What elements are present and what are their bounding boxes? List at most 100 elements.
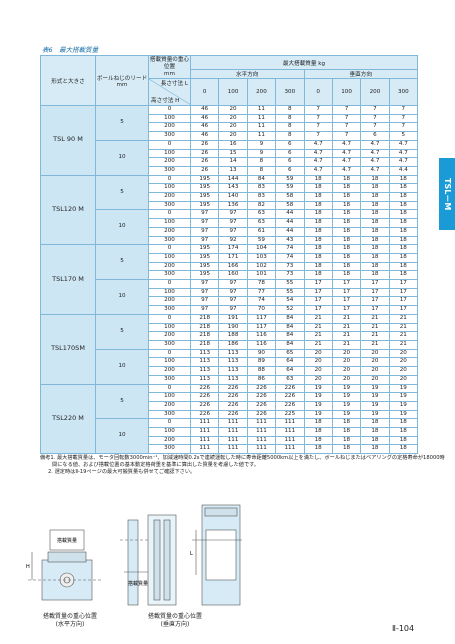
height: 0 xyxy=(148,174,191,185)
caption-title: 搭載質量の重心位置 xyxy=(147,613,202,620)
max-load: 166 xyxy=(218,261,248,272)
max-load: 20 xyxy=(218,131,248,141)
max-load: 74 xyxy=(275,252,305,263)
max-load: 18 xyxy=(360,444,390,455)
max-load: 226 xyxy=(218,409,248,420)
max-load: 195 xyxy=(189,200,220,211)
diagonal-line xyxy=(149,79,190,105)
max-load: 55 xyxy=(275,279,305,289)
caption-sub: (垂直方向) xyxy=(160,621,190,628)
height: 300 xyxy=(148,305,191,315)
max-load: 97 xyxy=(189,296,220,307)
lead: 10 xyxy=(95,279,149,315)
max-load: 113 xyxy=(189,348,220,359)
max-load: 111 xyxy=(218,427,248,437)
max-load: 102 xyxy=(246,261,277,272)
max-load: 4.7 xyxy=(360,165,390,176)
load-table: 形式と大きさ ボールねじのリード mm 搭載質量の重心位置 mm 最大搭載質量 k… xyxy=(40,55,419,455)
max-load: 83 xyxy=(246,192,277,202)
max-load: 226 xyxy=(246,400,277,411)
max-load: 18 xyxy=(331,261,362,272)
max-load: 17 xyxy=(360,287,390,298)
max-load: 226 xyxy=(275,400,305,411)
max-load: 18 xyxy=(388,192,419,202)
max-load: 111 xyxy=(189,444,220,455)
note: 備考1. 最大搭載質量は、モータ回転数3000min⁻¹、加減速時間0.2sで連… xyxy=(40,455,445,461)
max-load: 191 xyxy=(218,313,248,324)
max-load: 18 xyxy=(331,226,362,237)
diagonal-cell: 長さ寸法 L 高さ寸法 H xyxy=(148,78,191,106)
max-load: 43 xyxy=(275,235,305,246)
max-load: 4.7 xyxy=(388,139,419,150)
fig-l-label: L xyxy=(190,551,193,557)
height: 0 xyxy=(148,139,191,150)
max-load: 77 xyxy=(246,287,277,298)
lead: 5 xyxy=(95,105,149,141)
max-load: 19 xyxy=(303,392,333,402)
max-load: 17 xyxy=(331,279,362,289)
height: 300 xyxy=(148,270,191,281)
max-load: 26 xyxy=(189,157,220,167)
max-load: 21 xyxy=(388,313,419,324)
max-load: 20 xyxy=(388,348,419,359)
height: 0 xyxy=(148,383,191,394)
max-load: 44 xyxy=(275,218,305,228)
table-row: TSL170 M 5 0 195 174 104 74 18 18 18 18 xyxy=(40,244,419,315)
max-load: 17 xyxy=(331,296,362,307)
max-load: 83 xyxy=(246,183,277,194)
max-load: 18 xyxy=(331,209,362,220)
max-load: 84 xyxy=(246,174,277,185)
max-load: 7 xyxy=(360,113,390,124)
max-load: 117 xyxy=(246,322,277,333)
l-value: 0 xyxy=(303,78,333,106)
l-value: 100 xyxy=(218,78,248,106)
max-load: 18 xyxy=(331,270,362,281)
height: 0 xyxy=(148,418,191,428)
max-load: 18 xyxy=(360,270,390,281)
max-load: 190 xyxy=(218,322,248,333)
max-load: 17 xyxy=(331,305,362,315)
max-load: 19 xyxy=(388,400,419,411)
height: 200 xyxy=(148,435,191,446)
max-load: 111 xyxy=(189,427,220,437)
max-load: 78 xyxy=(246,279,277,289)
max-load: 20 xyxy=(360,374,390,385)
max-load: 4.7 xyxy=(303,148,333,159)
max-load: 218 xyxy=(189,331,220,341)
height: 100 xyxy=(148,392,191,402)
max-load: 17 xyxy=(388,287,419,298)
max-load: 18 xyxy=(331,200,362,211)
max-load: 111 xyxy=(246,435,277,446)
max-load: 21 xyxy=(388,331,419,341)
max-load: 18 xyxy=(331,244,362,254)
height: 100 xyxy=(148,113,191,124)
height: 300 xyxy=(148,444,191,455)
max-load: 46 xyxy=(189,113,220,124)
max-load: 17 xyxy=(303,287,333,298)
max-load: 20 xyxy=(331,366,362,376)
max-load: 113 xyxy=(189,366,220,376)
max-load: 104 xyxy=(246,244,277,254)
max-load: 20 xyxy=(360,348,390,359)
max-load: 20 xyxy=(303,348,333,359)
max-load: 21 xyxy=(303,313,333,324)
model: TSL 90 M xyxy=(40,105,96,176)
height: 100 xyxy=(148,183,191,194)
max-load: 19 xyxy=(388,409,419,420)
max-load: 15 xyxy=(218,148,248,159)
max-load: 19 xyxy=(360,400,390,411)
lead: 5 xyxy=(95,244,149,281)
max-load: 70 xyxy=(246,305,277,315)
max-load: 4.7 xyxy=(331,165,362,176)
fig-load-label: 搭載質量 xyxy=(128,580,148,587)
max-load: 7 xyxy=(303,131,333,141)
max-load: 18 xyxy=(388,244,419,254)
max-load: 195 xyxy=(189,174,220,185)
max-load: 19 xyxy=(388,392,419,402)
max-load: 111 xyxy=(275,427,305,437)
max-load: 226 xyxy=(189,392,220,402)
max-load: 5 xyxy=(388,131,419,141)
max-load: 21 xyxy=(303,331,333,341)
max-load: 4.7 xyxy=(303,139,333,150)
max-load: 17 xyxy=(303,296,333,307)
